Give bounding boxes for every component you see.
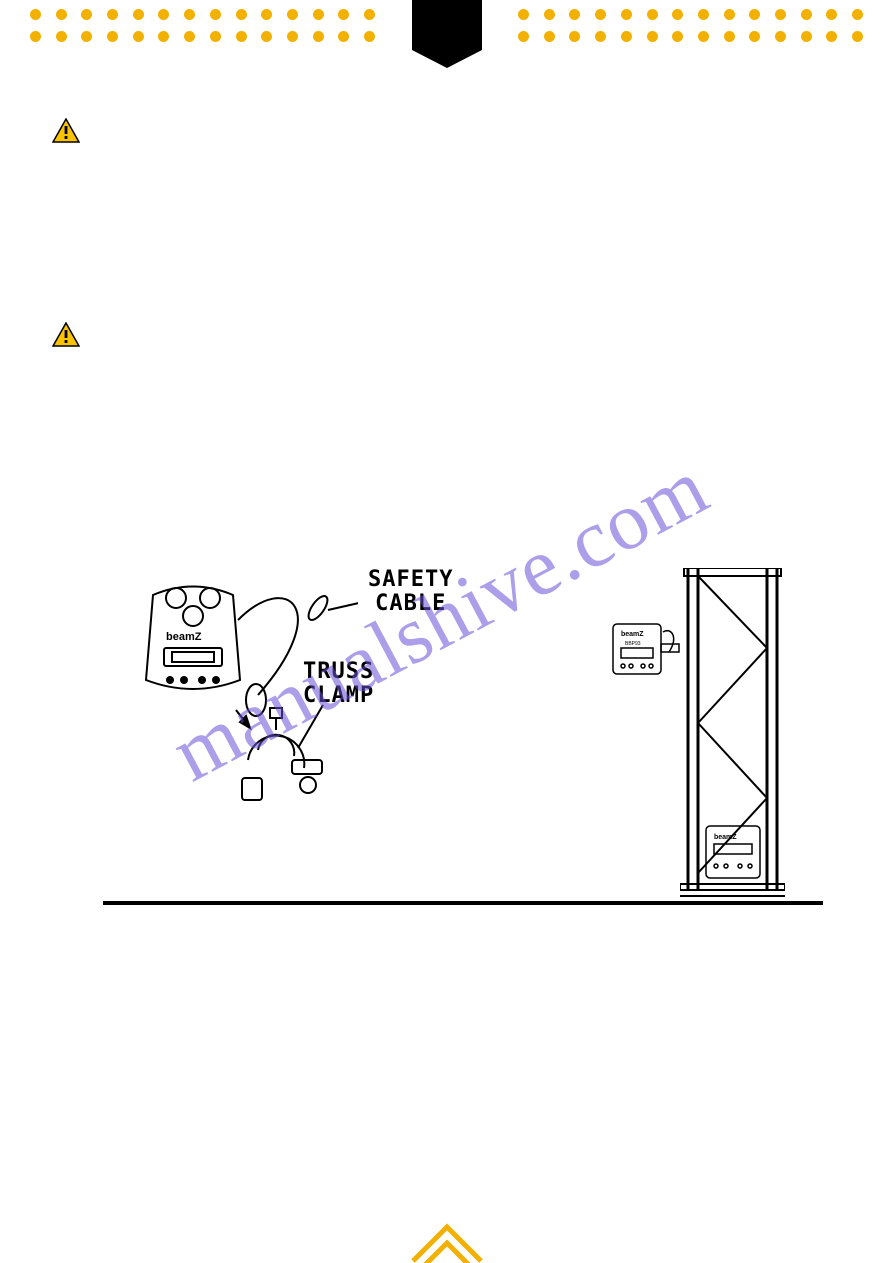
warning-icon [52, 118, 80, 143]
par-light-illustration: beamZ [128, 580, 358, 840]
par-on-truss-illustration: beamZ BBP93 [611, 622, 681, 682]
page-top-tab [412, 0, 482, 50]
ground-line [103, 901, 823, 905]
svg-text:beamZ: beamZ [714, 834, 737, 841]
page-bottom-chevron-icon [407, 1211, 487, 1263]
safety-cable-label: SAFETY CABLE [368, 568, 453, 616]
svg-text:BBP93: BBP93 [625, 641, 641, 647]
mounting-diagram: beamZ [103, 560, 823, 905]
brand-text: beamZ [166, 631, 202, 643]
truss-tower-illustration: beamZ [680, 568, 785, 898]
truss-clamp-label: TRUSS CLAMP [303, 660, 374, 708]
warning-icon [52, 322, 80, 347]
svg-text:beamZ: beamZ [621, 631, 644, 638]
